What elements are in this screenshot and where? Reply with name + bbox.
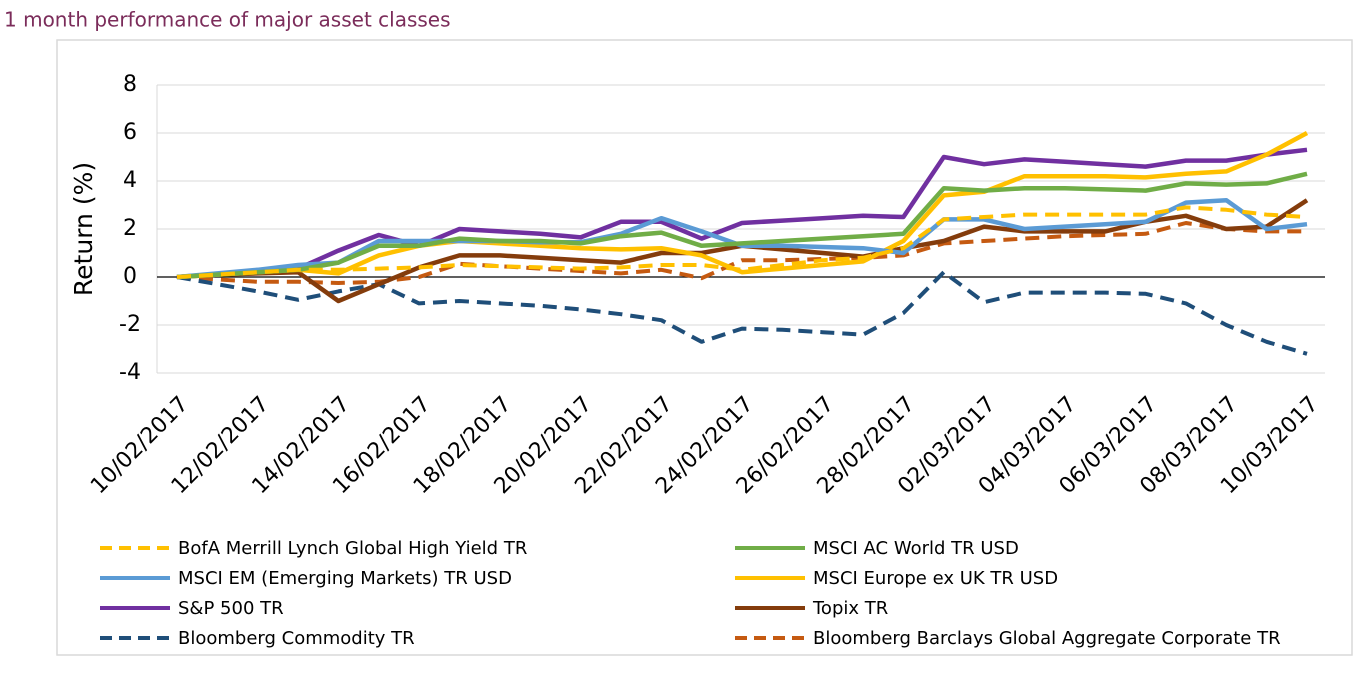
legend-label: MSCI Europe ex UK TR USD <box>813 568 1058 589</box>
legend-label: Bloomberg Commodity TR <box>178 628 415 649</box>
series-line <box>176 270 1308 356</box>
y-tick-label: 0 <box>123 264 137 289</box>
y-axis-label: Return (%) <box>69 162 98 296</box>
legend-label: Bloomberg Barclays Global Aggregate Corp… <box>813 628 1281 649</box>
series-line <box>176 205 1308 279</box>
legend-label: MSCI AC World TR USD <box>813 538 1019 559</box>
series-line <box>176 221 1307 285</box>
series-line <box>176 131 1309 280</box>
y-tick-label: 2 <box>123 216 137 241</box>
chart-frame <box>56 39 1353 656</box>
y-tick-label: 8 <box>123 72 137 97</box>
series-line <box>176 197 1308 280</box>
y-tick-label: -4 <box>119 360 141 385</box>
y-tick-label: 6 <box>123 120 137 145</box>
legend-label: S&P 500 TR <box>178 598 284 619</box>
legend-label: Topix TR <box>812 598 888 619</box>
legend-label: MSCI EM (Emerging Markets) TR USD <box>178 568 512 589</box>
y-tick-label: -2 <box>119 312 141 337</box>
series-line <box>176 147 1308 280</box>
y-tick-label: 4 <box>123 168 137 193</box>
series-line <box>176 171 1308 280</box>
chart-title: 1 month performance of major asset class… <box>4 8 451 32</box>
legend-label: BofA Merrill Lynch Global High Yield TR <box>178 538 527 559</box>
